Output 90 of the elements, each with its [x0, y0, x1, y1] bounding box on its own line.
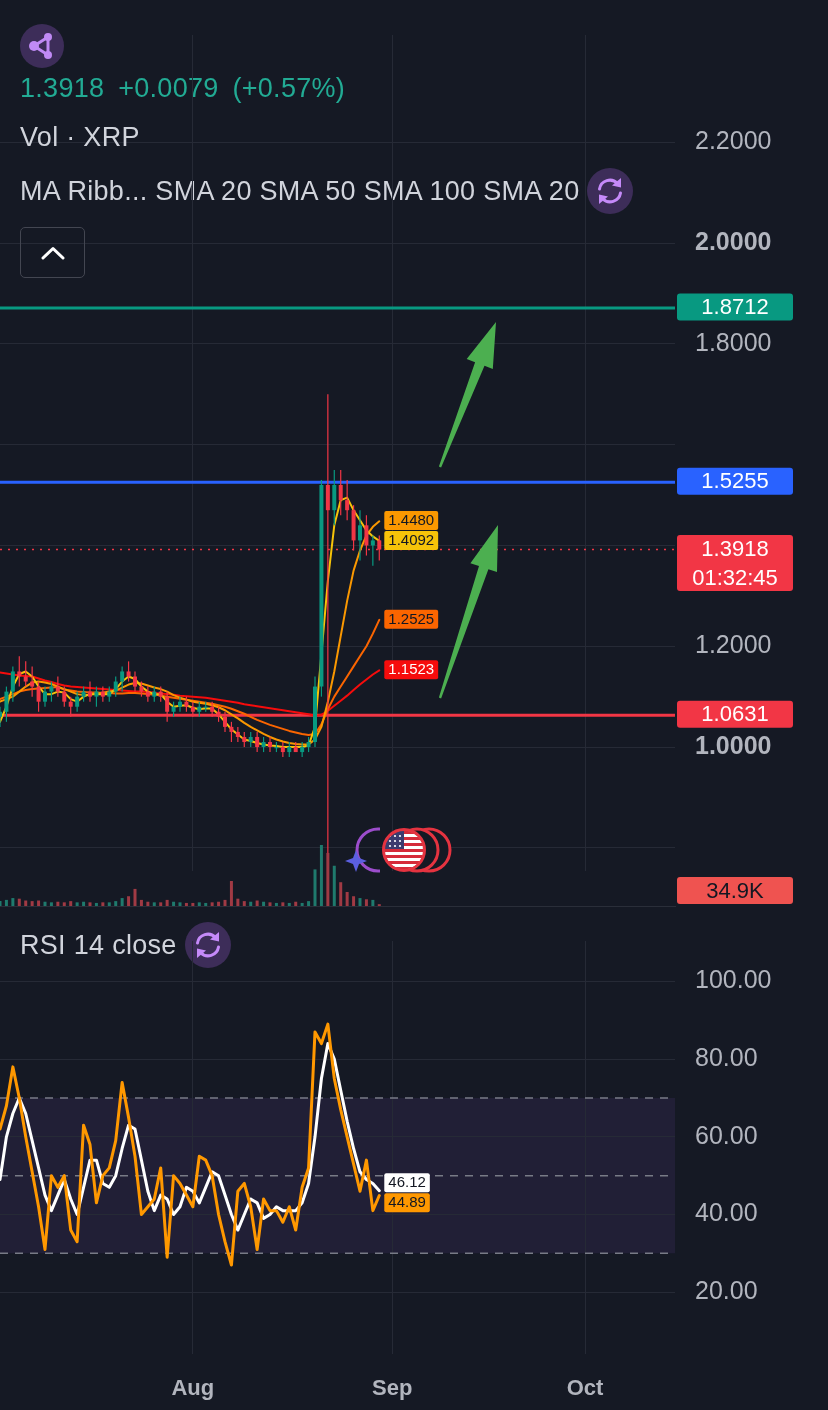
x-tick-label: Aug	[171, 1375, 215, 1401]
bar	[184, 902, 188, 906]
y-tick-label: 1.0000	[695, 730, 772, 759]
candlestick	[88, 681, 92, 702]
y-tick-label: 40.00	[695, 1198, 758, 1227]
x-tick-label: Oct	[566, 1375, 604, 1401]
bar	[0, 901, 2, 906]
bar	[294, 901, 298, 906]
bar	[165, 899, 169, 906]
bar	[159, 902, 163, 906]
bar	[319, 845, 323, 906]
bar	[371, 899, 375, 906]
bar	[11, 898, 15, 906]
bar	[364, 899, 368, 906]
y-tick-label: 1.2000	[695, 630, 772, 659]
y-tick-label: 60.00	[695, 1120, 758, 1149]
data-label: 1.2525	[388, 609, 435, 627]
bar	[358, 898, 362, 906]
bar	[217, 901, 221, 906]
bar	[127, 896, 131, 906]
bar	[152, 902, 156, 906]
bar	[107, 902, 111, 906]
bar	[120, 898, 124, 906]
bar	[75, 902, 79, 906]
text: 34.9K	[706, 877, 765, 903]
y-tick-label: 100.00	[695, 965, 772, 994]
bar	[313, 869, 317, 906]
bar	[88, 902, 92, 906]
ref-line-label: 1.8712	[701, 294, 769, 320]
bar	[146, 901, 150, 906]
bar	[197, 902, 201, 906]
chart-title: Vol · XRP	[20, 121, 140, 153]
candlestick	[268, 736, 272, 753]
bar	[223, 899, 227, 906]
bar	[43, 901, 47, 906]
data-label: 44.89	[388, 1193, 426, 1211]
bar	[307, 901, 311, 906]
bar	[274, 902, 278, 906]
bar	[326, 852, 330, 906]
data-label: 1.1523	[388, 660, 435, 678]
bar	[236, 898, 240, 906]
bar	[17, 898, 21, 906]
y-tick-label: 1.8000	[695, 327, 772, 356]
bar	[191, 902, 195, 906]
y-tick-label: 2.0000	[695, 227, 772, 256]
bar	[300, 902, 304, 906]
bar	[101, 902, 105, 906]
candlestick	[358, 510, 362, 561]
bar	[242, 901, 246, 906]
bar	[339, 882, 343, 906]
bar	[281, 902, 285, 906]
bar	[94, 902, 98, 906]
data-label: 46.12	[388, 1173, 426, 1191]
bar	[49, 902, 53, 906]
bar	[287, 902, 291, 906]
bar	[210, 902, 214, 906]
ref-line-label: 1.0631	[701, 701, 769, 727]
bar	[172, 901, 176, 906]
y-tick-label: 80.00	[695, 1043, 758, 1071]
candlestick	[178, 696, 182, 712]
text: 1.3918 +0.0079 (+0.57%)	[20, 72, 346, 104]
x-tick-label: Sep	[371, 1375, 413, 1401]
bar	[62, 902, 66, 906]
bar	[133, 888, 137, 906]
bar	[24, 900, 28, 906]
bar	[56, 901, 60, 906]
bar	[229, 880, 233, 906]
y-tick-label: 2.2000	[695, 126, 772, 155]
bar	[332, 865, 336, 906]
bar	[139, 899, 143, 906]
bar	[37, 900, 41, 906]
bar	[178, 902, 182, 906]
data-label: 1.4480	[388, 511, 435, 529]
bar	[114, 901, 118, 906]
bar	[262, 901, 266, 906]
ref-line-label: 1.5255	[701, 468, 769, 494]
bar	[352, 896, 356, 906]
chart-title: RSI 14 close	[20, 929, 177, 961]
bar	[82, 901, 86, 906]
y-tick-label: 20.00	[695, 1276, 758, 1305]
data-label: 1.4092	[388, 531, 435, 549]
bar	[255, 900, 259, 906]
bar	[345, 891, 349, 906]
bar	[4, 899, 8, 906]
bar	[249, 901, 253, 906]
bar	[268, 902, 272, 906]
bar	[30, 901, 34, 906]
bar	[69, 901, 73, 906]
bar	[204, 902, 208, 906]
ref-line-label: 1.3918 01:32:45	[692, 535, 778, 590]
